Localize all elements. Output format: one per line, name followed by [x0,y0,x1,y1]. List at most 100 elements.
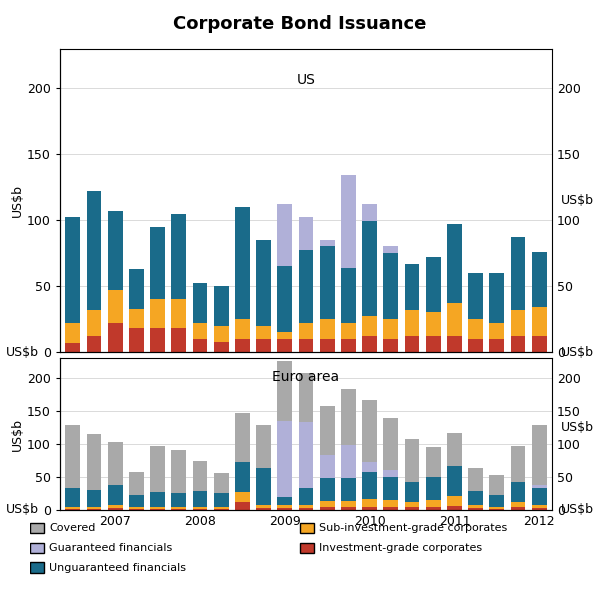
Bar [320,405,335,455]
Bar [404,502,419,507]
Bar [426,313,440,336]
Bar [235,463,250,492]
Bar [129,495,144,507]
Bar [108,485,122,504]
Bar [320,240,335,246]
Bar [65,323,80,343]
Bar [193,507,208,509]
Bar [383,477,398,500]
Bar [532,504,547,508]
Bar [404,439,419,482]
Bar [172,328,186,352]
Bar [193,283,208,323]
Bar [447,496,462,506]
Text: Unguaranteed financials: Unguaranteed financials [49,563,186,572]
FancyBboxPatch shape [30,523,44,533]
Bar [362,499,377,507]
Bar [468,339,483,352]
Bar [299,488,313,504]
Bar [532,485,547,488]
Bar [320,339,335,352]
Y-axis label: US$b: US$b [11,418,25,450]
Bar [362,472,377,499]
Bar [172,299,186,328]
Bar [86,336,101,352]
Bar [532,336,547,352]
Bar [65,509,80,510]
Bar [426,447,440,477]
Bar [490,273,504,323]
Bar [108,504,122,508]
Bar [150,492,165,507]
Bar [362,336,377,352]
Bar [86,191,101,310]
Bar [341,339,356,352]
Bar [256,469,271,504]
Bar [235,492,250,502]
Bar [129,507,144,509]
Bar [299,217,313,251]
Bar [468,273,483,319]
Bar [129,472,144,495]
Bar [172,450,186,493]
Text: Guaranteed financials: Guaranteed financials [49,543,172,553]
Bar [277,361,292,421]
Bar [150,507,165,509]
Bar [468,504,483,508]
Text: US: US [296,73,316,87]
Bar [86,509,101,510]
Bar [108,508,122,510]
Bar [532,508,547,510]
Bar [214,507,229,509]
Bar [150,299,165,328]
Bar [404,482,419,502]
Bar [341,445,356,478]
Bar [86,490,101,507]
FancyBboxPatch shape [300,523,314,533]
Bar [447,506,462,510]
Bar [532,252,547,307]
Bar [341,323,356,339]
Bar [277,504,292,508]
Bar [341,478,356,501]
Bar [362,507,377,510]
Bar [299,373,313,422]
Y-axis label: US$b: US$b [11,184,25,217]
Bar [108,211,122,290]
Bar [426,257,440,313]
Bar [214,326,229,342]
Text: US$b: US$b [6,345,39,359]
Bar [235,502,250,510]
Bar [362,205,377,222]
Bar [490,507,504,509]
Bar [532,307,547,336]
Bar [86,434,101,490]
Bar [150,226,165,299]
Bar [383,507,398,510]
Bar [235,413,250,463]
Bar [256,504,271,508]
Bar [172,214,186,299]
Bar [320,501,335,507]
Bar [320,455,335,478]
FancyBboxPatch shape [30,563,44,572]
Bar [490,475,504,495]
Text: US$b: US$b [561,421,594,435]
Bar [362,316,377,336]
Bar [468,319,483,339]
Bar [341,501,356,507]
Bar [193,323,208,339]
Bar [468,492,483,504]
Bar [129,509,144,510]
Text: US$b: US$b [561,503,594,517]
Bar [511,482,526,502]
Bar [65,343,80,352]
Bar [341,389,356,445]
Bar [256,240,271,326]
Bar [490,495,504,507]
Bar [468,469,483,492]
Bar [426,477,440,500]
Bar [277,205,292,266]
Bar [490,509,504,510]
Bar [65,507,80,509]
